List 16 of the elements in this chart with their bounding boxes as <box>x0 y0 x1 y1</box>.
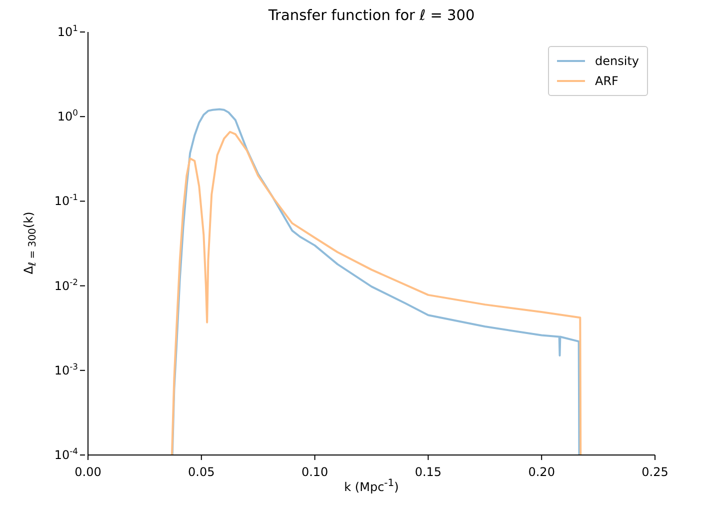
y-tick-label: 10$^{0}$ <box>57 108 78 124</box>
x-tick-label: 0.10 <box>301 465 328 479</box>
x-tick-label: 0.05 <box>188 465 215 479</box>
x-tick-label: 0.00 <box>74 465 102 479</box>
legend-label: ARF <box>595 73 618 90</box>
y-tick-label: 10$^{-2}$ <box>54 276 78 293</box>
y-tick-label: 10$^{-3}$ <box>54 361 78 378</box>
x-tick-label: 0.15 <box>414 465 442 479</box>
x-axis-title: k (Mpc$^{-1}$) <box>343 478 400 494</box>
y-tick-label: 10$^{-4}$ <box>54 446 78 462</box>
chart-title: Transfer function for ℓ = 300 <box>267 8 476 24</box>
y-tick-label: 10$^{-1}$ <box>54 192 78 208</box>
legend-label: density <box>595 53 639 70</box>
x-tick-label: 0.20 <box>528 465 555 479</box>
y-tick-label: 10$^{1}$ <box>57 23 78 39</box>
x-tick-label: 0.25 <box>642 465 668 479</box>
